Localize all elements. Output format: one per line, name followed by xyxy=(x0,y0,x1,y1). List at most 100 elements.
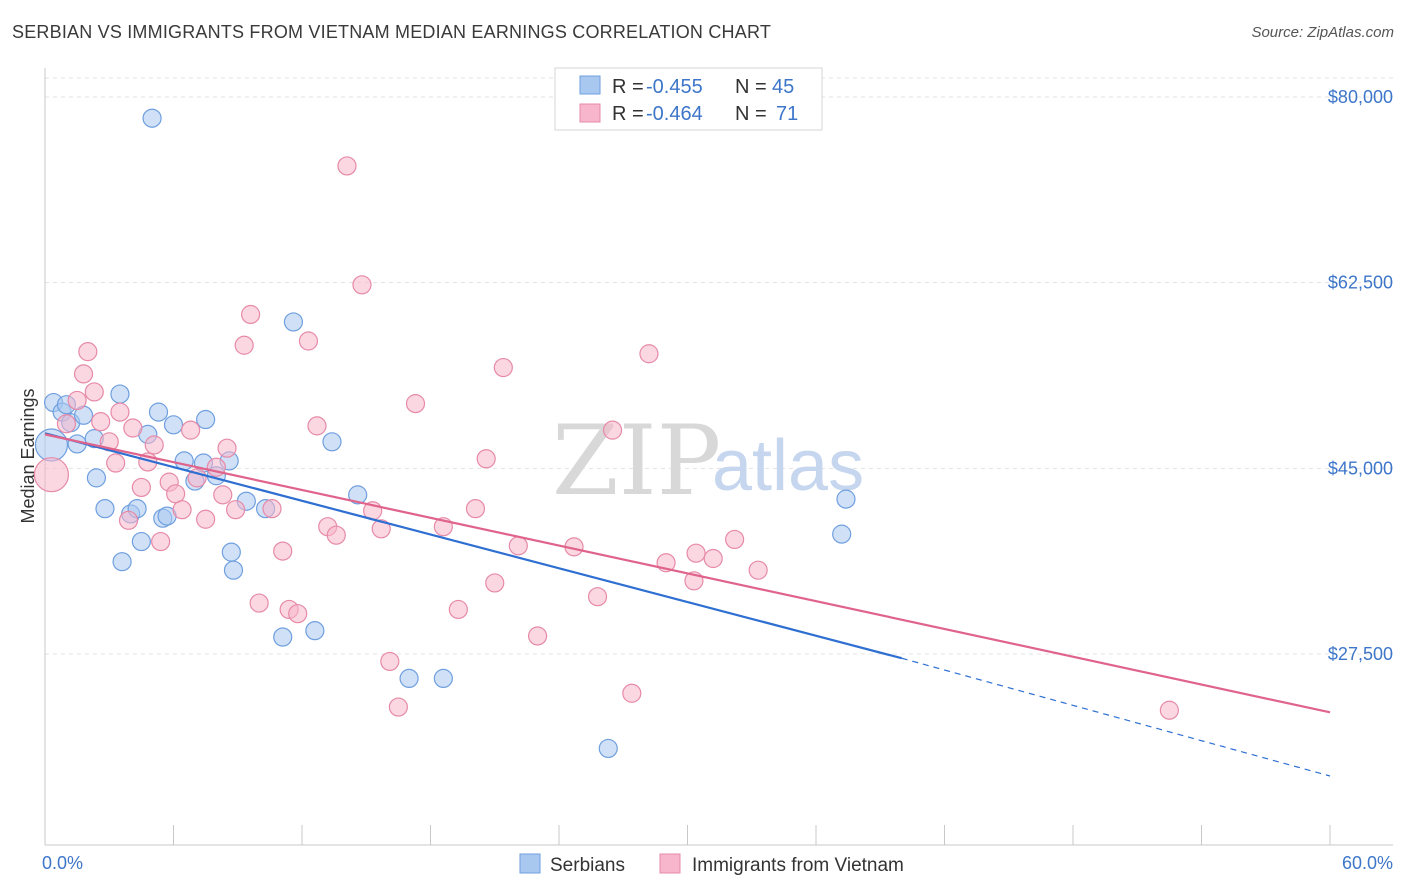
vietnam-point xyxy=(485,573,505,593)
vietnam-point xyxy=(273,541,293,561)
vietnam-point xyxy=(213,485,233,505)
legend-r-value-2: -0.464 xyxy=(646,103,703,125)
vietnam-point xyxy=(226,500,246,520)
vietnam-point xyxy=(448,599,468,620)
legend-swatch-serbians xyxy=(579,75,601,95)
x-tick-label-max: 60.0% xyxy=(1342,853,1393,873)
vietnam-point xyxy=(639,344,659,364)
vietnam-point xyxy=(151,531,171,552)
vietnam-point xyxy=(110,402,130,422)
y-tick-label-3: $80,000 xyxy=(1328,87,1393,107)
vietnam-point xyxy=(196,509,216,529)
legend-n-value-2: 71 xyxy=(776,103,798,125)
serbians-point xyxy=(832,524,852,544)
bottom-legend-label-vietnam: Immigrants from Vietnam xyxy=(692,855,904,876)
serbians-trendline-extension xyxy=(901,657,1331,777)
vietnam-point xyxy=(91,412,111,432)
vietnam-point xyxy=(307,416,327,436)
vietnam-point xyxy=(352,275,372,295)
vietnam-point xyxy=(73,364,94,384)
y-tick-label-2: $62,500 xyxy=(1328,273,1393,293)
chart-title: SERBIAN VS IMMIGRANTS FROM VIETNAM MEDIA… xyxy=(12,22,772,42)
series-legend: Serbians Immigrants from Vietnam xyxy=(519,853,904,876)
vietnam-point xyxy=(388,697,408,717)
y-axis-label: Median Earnings xyxy=(18,388,38,523)
vietnam-point xyxy=(371,519,391,539)
watermark-zip: ZIP xyxy=(552,405,721,517)
vietnam-point xyxy=(527,626,548,646)
vietnam-point xyxy=(405,394,426,414)
vietnam-point xyxy=(686,543,706,563)
gridlines xyxy=(45,77,1393,655)
vietnam-point xyxy=(106,453,126,473)
vietnam-point xyxy=(84,382,104,402)
serbians-point xyxy=(110,384,130,404)
vietnam-point xyxy=(78,342,98,362)
source-label: Source: ZipAtlas.com xyxy=(1251,24,1394,41)
vietnam-point xyxy=(380,651,400,672)
bottom-legend-swatch-serbians xyxy=(519,853,541,874)
serbians-point xyxy=(283,312,304,332)
vietnam-point xyxy=(508,536,528,556)
vietnam-point xyxy=(725,529,745,550)
x-tick-label-min: 0.0% xyxy=(42,853,83,873)
vietnam-point xyxy=(144,435,164,455)
vietnam-point xyxy=(118,510,139,530)
vietnam-point xyxy=(288,604,308,624)
legend-n-value-1: 45 xyxy=(772,76,794,98)
vietnam-point xyxy=(587,587,608,607)
vietnam-point xyxy=(602,420,623,440)
vietnam-point xyxy=(493,357,513,378)
series-layer xyxy=(33,108,1331,777)
vietnam-point xyxy=(181,420,201,440)
vietnam-point xyxy=(234,335,254,355)
x-tick-marks xyxy=(44,825,1331,845)
y-tick-label-1: $45,000 xyxy=(1328,458,1393,478)
correlation-legend: R = -0.455 N = 45 R = -0.464 N = 71 xyxy=(554,67,823,131)
vietnam-point xyxy=(249,593,269,613)
serbians-trendline xyxy=(44,432,902,660)
vietnam-point xyxy=(67,390,87,411)
legend-n-label-2: N = xyxy=(735,103,767,125)
vietnam-point xyxy=(241,304,261,325)
vietnam-trendline xyxy=(44,433,1331,714)
watermark-atlas: atlas xyxy=(712,426,864,506)
y-tick-label-0: $27,500 xyxy=(1328,644,1393,664)
series-1-points xyxy=(33,156,1179,720)
serbians-point xyxy=(86,468,107,488)
serbians-point xyxy=(148,402,169,422)
y-tick-labels: $27,500 $45,000 $62,500 $80,000 xyxy=(1328,87,1393,664)
serbians-point xyxy=(163,415,184,435)
vietnam-point xyxy=(172,500,192,520)
vietnam-point xyxy=(131,477,151,498)
legend-n-label-1: N = xyxy=(735,76,767,98)
vietnam-point xyxy=(465,499,486,519)
vietnam-point xyxy=(748,560,768,580)
vietnam-point xyxy=(337,156,357,176)
legend-r-label-2: R = xyxy=(612,103,644,125)
legend-r-label-1: R = xyxy=(612,76,644,98)
serbians-point xyxy=(433,668,453,689)
vietnam-point xyxy=(476,449,496,469)
vietnam-point xyxy=(33,457,70,493)
vietnam-point xyxy=(166,484,186,504)
vietnam-point xyxy=(123,418,143,438)
serbians-point xyxy=(112,552,132,572)
serbians-point xyxy=(223,560,244,580)
vietnam-point xyxy=(262,499,282,519)
bottom-legend-swatch-vietnam xyxy=(659,853,681,874)
serbians-point xyxy=(273,627,293,647)
serbians-point xyxy=(34,428,69,462)
serbians-point xyxy=(221,542,241,562)
vietnam-point xyxy=(298,331,319,351)
serbians-point xyxy=(305,621,325,641)
legend-r-value-1: -0.455 xyxy=(646,76,703,98)
vietnam-point xyxy=(326,525,346,545)
vietnam-point xyxy=(622,683,642,703)
vietnam-point xyxy=(703,548,723,569)
serbians-point xyxy=(598,738,618,759)
legend-swatch-vietnam xyxy=(579,103,601,123)
serbians-point xyxy=(322,432,342,452)
serbians-point xyxy=(348,485,368,505)
